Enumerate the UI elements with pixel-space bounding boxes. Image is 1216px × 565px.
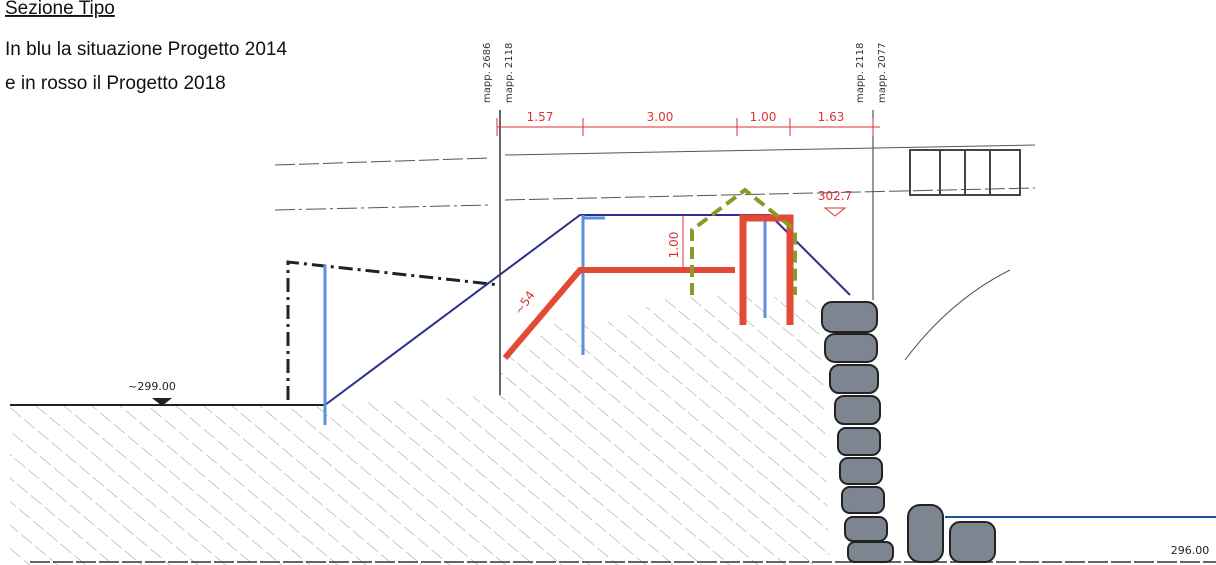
elevation-mark xyxy=(152,398,172,406)
old-wall xyxy=(286,260,501,400)
elevation-mark xyxy=(823,207,847,217)
green-arch xyxy=(690,187,797,295)
ref-line xyxy=(504,187,1036,201)
elevation: 302.7 xyxy=(818,189,852,203)
ref-line xyxy=(274,157,491,166)
blue-posts xyxy=(323,215,767,425)
parcel: mapp. 2118 xyxy=(855,43,866,103)
elevation: ~299.00 xyxy=(128,380,176,393)
dimension: 1.00 xyxy=(750,110,777,124)
dimension-ticks xyxy=(496,118,874,136)
parcel: mapp. 2118 xyxy=(504,43,515,103)
ref-line xyxy=(504,144,1036,156)
bridge-rail xyxy=(939,150,991,195)
parcel: mapp. 2686 xyxy=(482,43,493,103)
dimension: 1.57 xyxy=(527,110,554,124)
height: 1.00 xyxy=(667,232,681,259)
dimension: 3.00 xyxy=(647,110,674,124)
elevation: 296.00 xyxy=(1171,544,1210,557)
dimension: 1.63 xyxy=(818,110,845,124)
ref-line xyxy=(274,204,491,211)
slope: ~54 xyxy=(512,288,538,317)
arch xyxy=(904,269,1011,361)
title: Sezione Tipo xyxy=(5,0,115,19)
parcel: mapp. 2077 xyxy=(877,43,888,103)
stone-wall xyxy=(821,301,996,563)
blue-profile xyxy=(324,214,851,406)
legend-line: In blu la situazione Progetto 2014 xyxy=(5,39,287,60)
ground xyxy=(10,296,830,565)
legend-line: e in rosso il Progetto 2018 xyxy=(5,73,226,94)
